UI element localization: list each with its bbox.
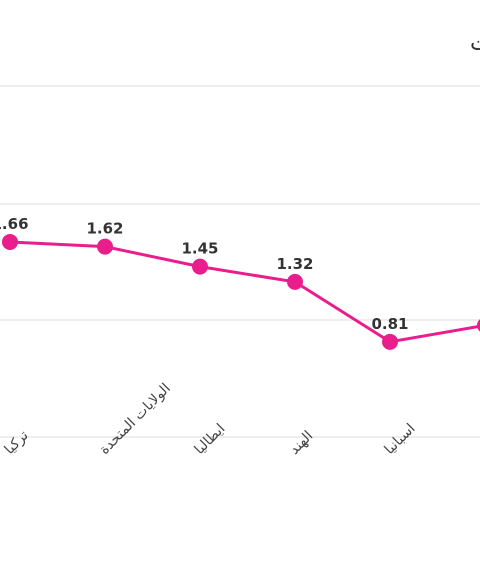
- series-line: [9, 240, 480, 344]
- data-label: 1.45: [181, 240, 218, 258]
- x-tick-label: اسبانيا: [382, 421, 419, 458]
- data-point[interactable]: [382, 333, 398, 350]
- data-label: 1.62: [86, 220, 123, 238]
- data-point[interactable]: [192, 258, 208, 275]
- x-tick-label: ايطاليا: [192, 421, 229, 458]
- chart-title: أعلى 10دول استقبالا لصادرات المصرية بالم…: [470, 28, 480, 56]
- x-tick-label: الولايات المتحدة: [97, 380, 174, 457]
- data-point[interactable]: [477, 317, 480, 333]
- gridlines: [0, 85, 480, 438]
- x-tick-label: الهند: [287, 428, 317, 458]
- x-tick-label: تركيا: [2, 428, 32, 458]
- x-axis-labels: تركيا الولايات المتحدة ايطاليا الهند اسبانيا…: [2, 380, 480, 457]
- series-line-group: 1.661.621.451.320.810: [0, 215, 480, 350]
- data-point[interactable]: [97, 238, 113, 255]
- data-label: 1.32: [276, 255, 313, 273]
- data-point[interactable]: [2, 233, 18, 250]
- data-point[interactable]: [287, 273, 303, 290]
- x-tick-label: المملكة المتحدة: [477, 381, 480, 458]
- data-label: 1.66: [0, 215, 29, 233]
- data-label: 0.81: [371, 315, 408, 333]
